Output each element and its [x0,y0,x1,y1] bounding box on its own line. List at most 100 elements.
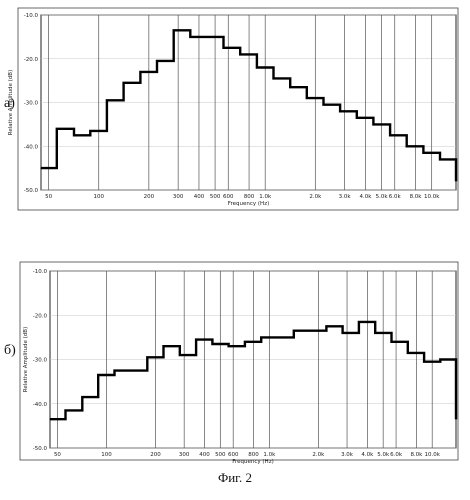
data-point [240,54,241,55]
data-point [223,47,224,48]
data-point [173,30,174,31]
x-tick-label: 8.0k [410,194,423,200]
data-point [123,82,124,83]
y-tick-label: -20.0 [24,57,39,63]
y-axis-title: Relative Amplitude (dB) [23,327,29,392]
data-point [306,98,307,99]
data-point [90,130,91,131]
x-tick-label: 100 [93,194,104,200]
data-point [98,374,99,375]
x-tick-label: 50 [54,452,61,458]
data-point [40,168,41,169]
chart-a: -10.0 -20.0 -30.0 -40.0 -50.0 50 100 200 300 400 5… [8,8,458,210]
x-tick-label: 100 [101,452,112,458]
x-tick-label: 2.0k [312,452,325,458]
data-point [147,357,148,358]
data-point [424,361,425,362]
data-point [82,397,83,398]
data-point [290,87,291,88]
y-tick-label: -40.0 [33,402,48,408]
x-tick-label: 2.0k [309,194,322,200]
x-tick-label: 300 [179,452,190,458]
x-tick-label: 4.0k [361,452,374,458]
data-point [65,410,66,411]
data-point [356,117,357,118]
data-point [212,343,213,344]
data-point [455,419,456,420]
data-point [423,152,424,153]
data-point [375,332,376,333]
data-point [140,71,141,72]
data-point [293,330,294,331]
data-point [196,339,197,340]
x-tick-label: 6.0k [389,194,402,200]
x-tick-label: 800 [244,194,255,200]
data-point [273,78,274,79]
y-axis-title: Relative Amplitude (dB) [8,70,14,135]
data-point [406,146,407,147]
data-point [309,330,310,331]
y-tick-label: -30.0 [33,358,48,364]
data-point [156,60,157,61]
data-point [179,355,180,356]
y-tick-label: -40.0 [24,144,39,150]
chart-b: -10.0 -20.0 -30.0 -40.0 -50.0 50 100 200 300 400 5… [20,262,458,465]
x-tick-label: 1.0k [263,452,276,458]
y-tick-label: -50.0 [24,188,39,194]
data-point [391,341,392,342]
data-point [56,128,57,129]
data-point [373,124,374,125]
data-point [163,346,164,347]
x-tick-label: 8.0k [410,452,423,458]
data-point [358,321,359,322]
data-point [228,346,229,347]
x-tick-label: 5.0k [377,452,390,458]
x-tick-label: 600 [228,452,239,458]
data-point [439,159,440,160]
x-tick-label: 400 [199,452,210,458]
x-tick-label: 400 [194,194,205,200]
y-tick-label: -10.0 [24,13,39,19]
data-point [130,370,131,371]
x-tick-label: 300 [173,194,184,200]
data-point [256,67,257,68]
data-point [323,104,324,105]
x-tick-label: 50 [45,194,52,200]
figure-caption: Фиг. 2 [0,470,470,486]
x-axis-title: Frequency (Hz) [232,459,273,465]
chart-frame [18,8,458,210]
data-point [340,111,341,112]
x-tick-label: 3.0k [341,452,354,458]
data-point [244,341,245,342]
y-tick-label: -20.0 [33,313,48,319]
data-point [114,370,115,371]
y-tick-label: -30.0 [24,101,39,107]
x-tick-label: 600 [223,194,234,200]
data-point [326,326,327,327]
data-point [261,337,262,338]
x-tick-label: 4.0k [359,194,372,200]
x-tick-label: 500 [215,452,226,458]
data-point [106,100,107,101]
data-point [455,181,456,182]
x-tick-label: 200 [144,194,155,200]
data-point [49,419,50,420]
x-tick-label: 10.0k [424,452,440,458]
data-point [407,352,408,353]
x-axis-title: Frequency (Hz) [228,201,269,207]
x-tick-label: 6.0k [390,452,403,458]
x-tick-label: 10.0k [424,194,440,200]
x-tick-label: 5.0k [376,194,389,200]
y-tick-label: -50.0 [33,446,48,452]
x-tick-label: 3.0k [339,194,352,200]
data-point [390,135,391,136]
x-tick-label: 800 [248,452,259,458]
data-point [440,359,441,360]
y-tick-label: -10.0 [33,269,48,275]
data-point [277,337,278,338]
data-point [206,36,207,37]
x-tick-label: 200 [150,452,161,458]
x-tick-label: 500 [210,194,221,200]
chart-frame [20,262,458,460]
